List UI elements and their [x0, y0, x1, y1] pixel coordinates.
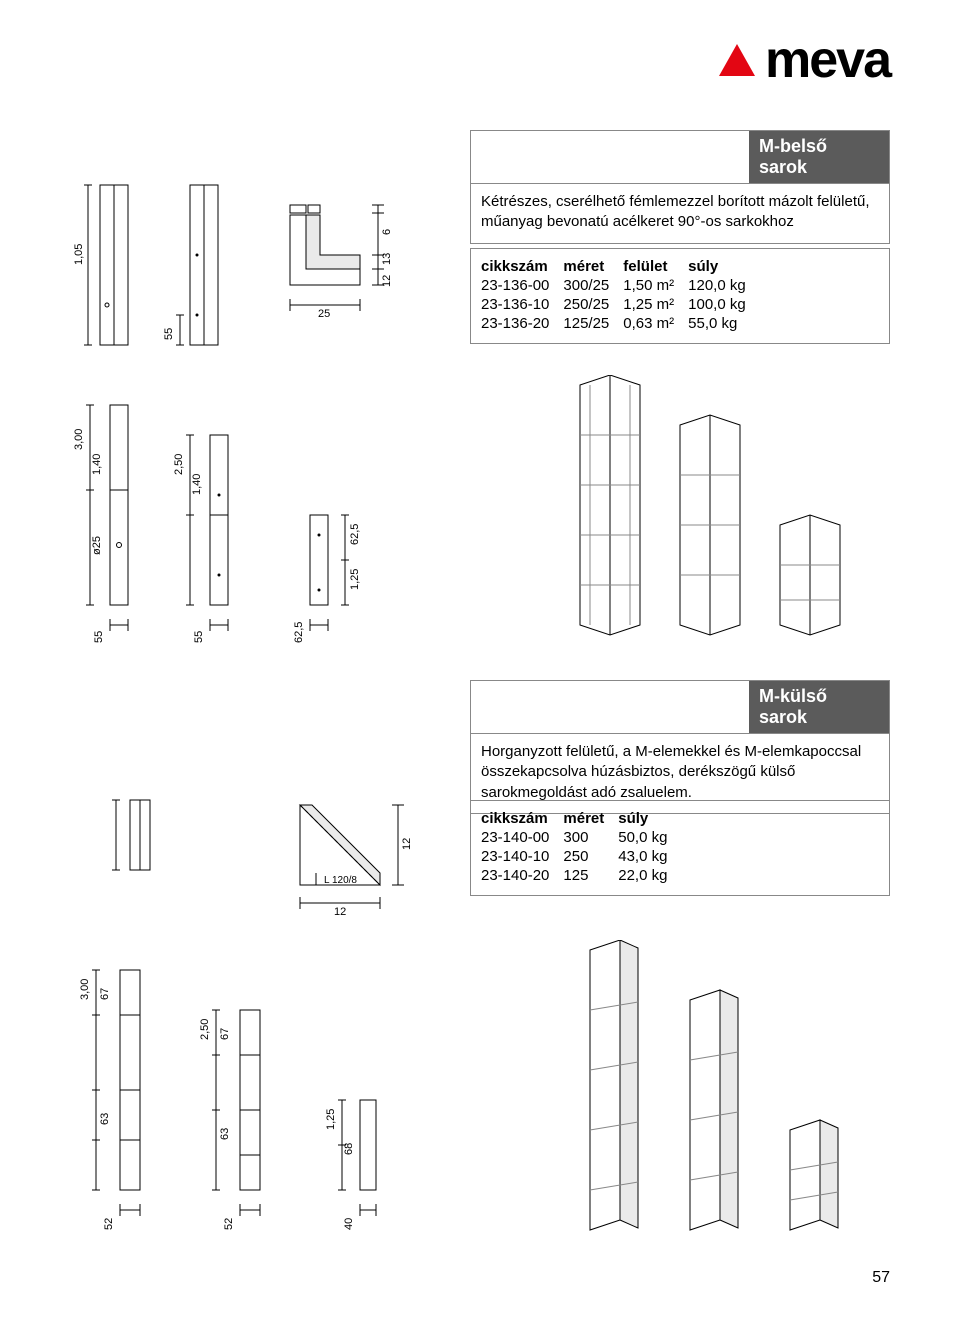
table-row: 23-136-10250/251,25 m²100,0 kg [481, 295, 760, 314]
section2-top-diagram: 66 L 120/8 12 12 [110, 790, 440, 920]
svg-text:ø25: ø25 [91, 536, 103, 555]
svg-text:55: 55 [163, 328, 175, 340]
section1-table-box: cikkszám méret felület súly 23-136-00300… [470, 248, 890, 344]
svg-text:1,40: 1,40 [91, 454, 103, 475]
svg-text:13: 13 [381, 253, 393, 265]
svg-text:62,5: 62,5 [293, 622, 305, 643]
section1-table: cikkszám méret felület súly 23-136-00300… [481, 257, 760, 333]
svg-text:1,25: 1,25 [349, 569, 361, 590]
s2-h0: cikkszám [481, 809, 563, 828]
section1-box: M-belső sarok Kétrészes, cserélhető féml… [470, 130, 890, 244]
brand-logo: meva [715, 30, 890, 90]
svg-text:66: 66 [110, 828, 111, 840]
section1-bottom-diagram: 3,00 1,40 ø25 55 2,50 1,40 55 62,5 1,25 … [60, 395, 460, 655]
section1-top-diagram: 1,05 55 25 6 13 12 [60, 165, 460, 365]
svg-text:L 120/8: L 120/8 [324, 875, 357, 886]
svg-text:68: 68 [343, 1143, 355, 1155]
section2-title: M-külső sarok [749, 681, 889, 733]
svg-text:1,40: 1,40 [191, 474, 203, 495]
svg-text:12: 12 [381, 275, 393, 287]
section2-table: cikkszám méret súly 23-140-0030050,0 kg … [481, 809, 681, 885]
svg-text:12: 12 [401, 838, 413, 850]
svg-text:3,00: 3,00 [73, 429, 85, 450]
svg-text:63: 63 [99, 1113, 111, 1125]
svg-text:63: 63 [219, 1128, 231, 1140]
svg-text:67: 67 [99, 988, 111, 1000]
page-number: 57 [872, 1269, 890, 1287]
svg-text:1,05: 1,05 [73, 244, 85, 265]
s2-h1: méret [563, 809, 618, 828]
svg-text:55: 55 [93, 631, 105, 643]
svg-text:52: 52 [103, 1218, 115, 1230]
section1-iso-diagram [560, 375, 900, 655]
table-row: 23-140-1025043,0 kg [481, 847, 681, 866]
section1-description: Kétrészes, cserélhető fémlemezzel boríto… [481, 192, 879, 233]
section2-table-box: cikkszám méret súly 23-140-0030050,0 kg … [470, 800, 890, 896]
s1-h1: méret [563, 257, 623, 276]
section1-title: M-belső sarok [749, 131, 889, 183]
logo-triangle-icon [715, 40, 759, 80]
svg-text:67: 67 [219, 1028, 231, 1040]
section2-bottom-diagram: 3,00 67 63 52 2,50 67 63 52 1,25 68 40 [60, 960, 480, 1260]
logo-text: meva [765, 30, 890, 90]
svg-text:52: 52 [223, 1218, 235, 1230]
s2-h2: súly [618, 809, 681, 828]
table-row: 23-140-2012522,0 kg [481, 866, 681, 885]
section2-description: Horganyzott felületű, a M-elemekkel és M… [481, 742, 879, 803]
section2-iso-diagram [560, 940, 900, 1260]
s1-h3: súly [688, 257, 760, 276]
svg-text:1,25: 1,25 [325, 1109, 337, 1130]
table-row: 23-136-20125/250,63 m²55,0 kg [481, 314, 760, 333]
table-row: 23-136-00300/251,50 m²120,0 kg [481, 276, 760, 295]
table-row: 23-140-0030050,0 kg [481, 828, 681, 847]
section2-box: M-külső sarok Horganyzott felületű, a M-… [470, 680, 890, 814]
svg-text:3,00: 3,00 [79, 979, 91, 1000]
svg-text:2,50: 2,50 [199, 1019, 211, 1040]
svg-text:55: 55 [193, 631, 205, 643]
svg-text:62,5: 62,5 [349, 524, 361, 545]
svg-text:40: 40 [343, 1218, 355, 1230]
svg-text:2,50: 2,50 [173, 454, 185, 475]
s1-h0: cikkszám [481, 257, 563, 276]
svg-text:12: 12 [334, 906, 346, 918]
svg-text:6: 6 [381, 229, 393, 235]
svg-text:25: 25 [318, 308, 330, 320]
s1-h2: felület [623, 257, 688, 276]
